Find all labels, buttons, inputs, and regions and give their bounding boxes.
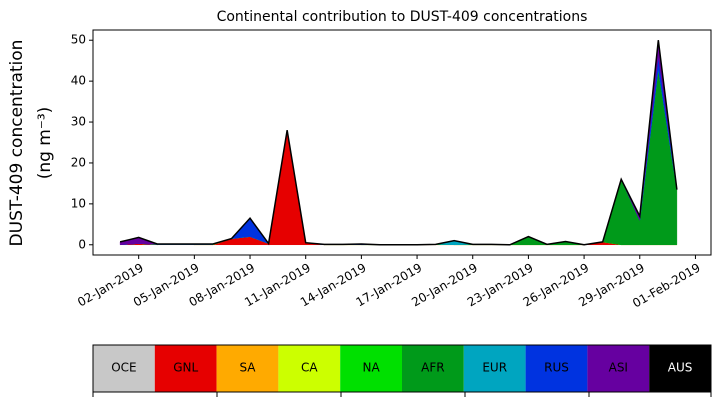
y-axis-label: DUST-409 concentration: [7, 40, 27, 247]
legend-frame: [92, 344, 712, 393]
legend-label: OCE: [111, 361, 136, 375]
chart-title: Continental contribution to DUST-409 con…: [217, 9, 588, 25]
y-tick-label: 50: [71, 33, 86, 47]
y-tick-label: 0: [78, 237, 86, 251]
legend-swatch: [463, 345, 526, 392]
area: [119, 40, 678, 246]
legend-label: NA: [363, 361, 381, 375]
legend-label: RUS: [544, 361, 569, 375]
area: [120, 68, 678, 246]
area: [120, 40, 678, 246]
y-tick-label: 10: [71, 196, 86, 210]
legend-swatch: [154, 345, 217, 392]
area: [120, 130, 677, 246]
legend-ticks: [92, 392, 712, 397]
y-tick-label: 40: [71, 74, 86, 88]
area: [120, 130, 677, 246]
legend-label: SA: [239, 361, 256, 375]
legend-swatch: [340, 345, 402, 392]
legend-swatch: [93, 345, 155, 392]
legend-swatch: [649, 345, 711, 392]
area: [120, 130, 677, 246]
legend-label: EUR: [482, 361, 507, 375]
plot-frame: [92, 29, 712, 256]
y-axis-label: (ng m⁻³): [35, 107, 55, 180]
area: [120, 68, 678, 246]
legend-label: AUS: [668, 361, 693, 375]
legend-swatch: [278, 345, 341, 392]
legend-label: ASI: [609, 361, 628, 375]
area: [120, 130, 677, 246]
area: [120, 56, 678, 246]
legend-label: GNL: [173, 361, 198, 375]
legend-swatch: [587, 345, 650, 392]
legend-swatch: [525, 345, 588, 392]
y-tick-label: 30: [71, 115, 86, 129]
legend-label: CA: [301, 361, 318, 375]
y-tick-label: 20: [71, 155, 86, 169]
total-outline: [119, 40, 678, 246]
legend-swatch: [402, 345, 464, 392]
legend-label: AFR: [421, 361, 444, 375]
legend-swatch: [216, 345, 279, 392]
